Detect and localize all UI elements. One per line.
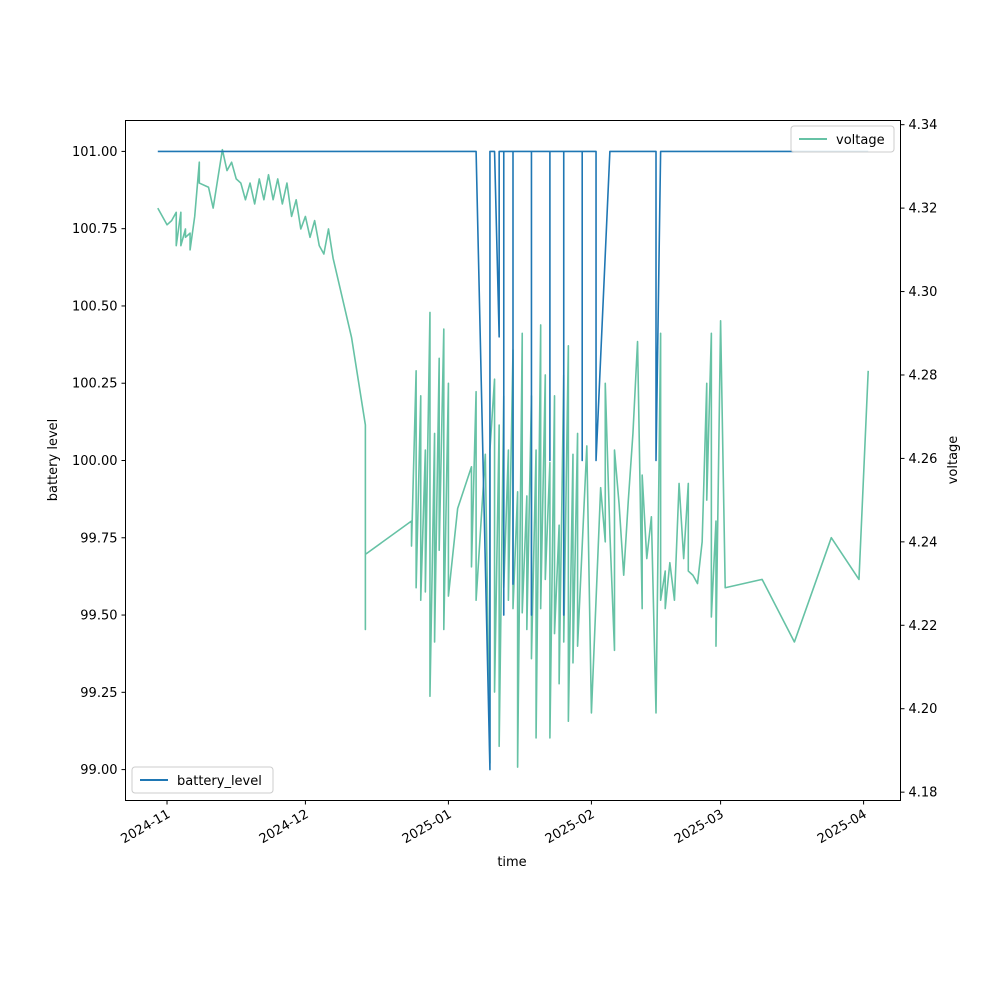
- y-right-tick-label: 4.26: [909, 452, 938, 467]
- y-axis-right: 4.18 4.20 4.22 4.24 4.26 4.28 4.30 4.32 4.34: [900, 118, 938, 801]
- y-axis-left: 99.00 99.25 99.50 99.75 100.00 100.25 100.50 10…: [72, 145, 126, 778]
- legend-label-battery-level: battery_level: [177, 774, 262, 789]
- y-axis-right-label: voltage: [946, 436, 961, 485]
- y-left-tick-label: 99.50: [80, 609, 117, 624]
- y-axis-left-label: battery level: [46, 419, 61, 502]
- y-right-tick-label: 4.20: [909, 702, 938, 717]
- y-right-tick-label: 4.34: [909, 118, 938, 133]
- y-left-tick-label: 100.75: [72, 222, 118, 237]
- y-left-tick-label: 101.00: [72, 145, 118, 160]
- y-right-tick-label: 4.22: [909, 619, 938, 634]
- legend-box: [790, 125, 895, 153]
- y-right-tick-label: 4.18: [909, 786, 938, 801]
- y-right-tick-label: 4.24: [909, 535, 938, 550]
- x-axis-label: time: [497, 855, 526, 870]
- legend-voltage: voltage: [790, 125, 895, 153]
- legend-battery-level: battery_level: [131, 766, 274, 794]
- legend-box: [131, 766, 274, 794]
- y-left-tick-label: 99.00: [80, 763, 117, 778]
- y-right-tick-label: 4.32: [909, 202, 938, 217]
- y-left-tick-label: 100.25: [72, 377, 118, 392]
- y-left-tick-label: 100.00: [72, 454, 118, 469]
- y-left-tick-label: 100.50: [72, 299, 118, 314]
- plot-lines: [157, 148, 870, 771]
- y-right-tick-label: 4.28: [909, 368, 938, 383]
- legend-label-voltage: voltage: [836, 133, 885, 148]
- y-right-tick-label: 4.30: [909, 285, 938, 300]
- y-left-tick-label: 99.75: [80, 531, 117, 546]
- series-line-battery-level: [157, 150, 869, 771]
- y-left-tick-label: 99.25: [80, 686, 117, 701]
